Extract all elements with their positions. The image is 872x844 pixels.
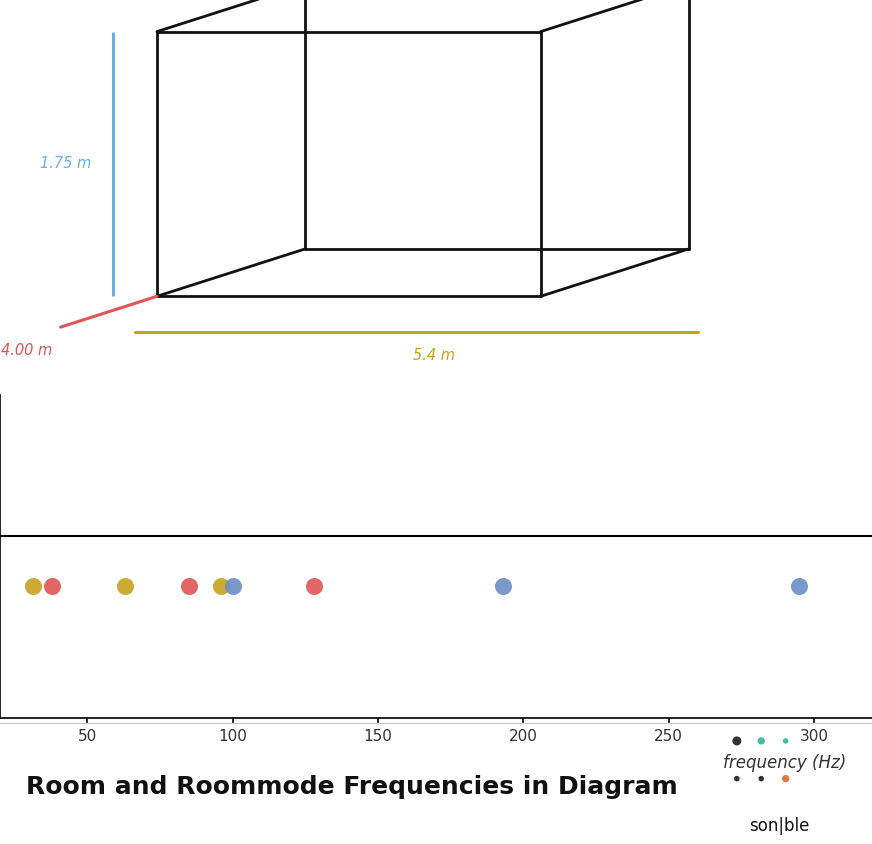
Point [779, 734, 793, 748]
Point [226, 580, 240, 593]
Text: 1.75 m: 1.75 m [40, 156, 92, 171]
Point [307, 580, 321, 593]
Point [754, 734, 768, 748]
Point [118, 580, 132, 593]
Text: son|ble: son|ble [749, 817, 809, 836]
X-axis label: frequency (Hz): frequency (Hz) [723, 754, 847, 772]
Point [779, 772, 793, 786]
Point [730, 734, 744, 748]
Point [26, 580, 40, 593]
Point [754, 772, 768, 786]
Point [45, 580, 59, 593]
Text: 5.4 m: 5.4 m [412, 348, 454, 363]
Text: Room and Roommode Frequencies in Diagram: Room and Roommode Frequencies in Diagram [26, 776, 678, 799]
Point [730, 772, 744, 786]
Point [182, 580, 196, 593]
Point [496, 580, 510, 593]
Point [214, 580, 228, 593]
Text: 4.00 m: 4.00 m [1, 343, 51, 358]
Point [793, 580, 807, 593]
